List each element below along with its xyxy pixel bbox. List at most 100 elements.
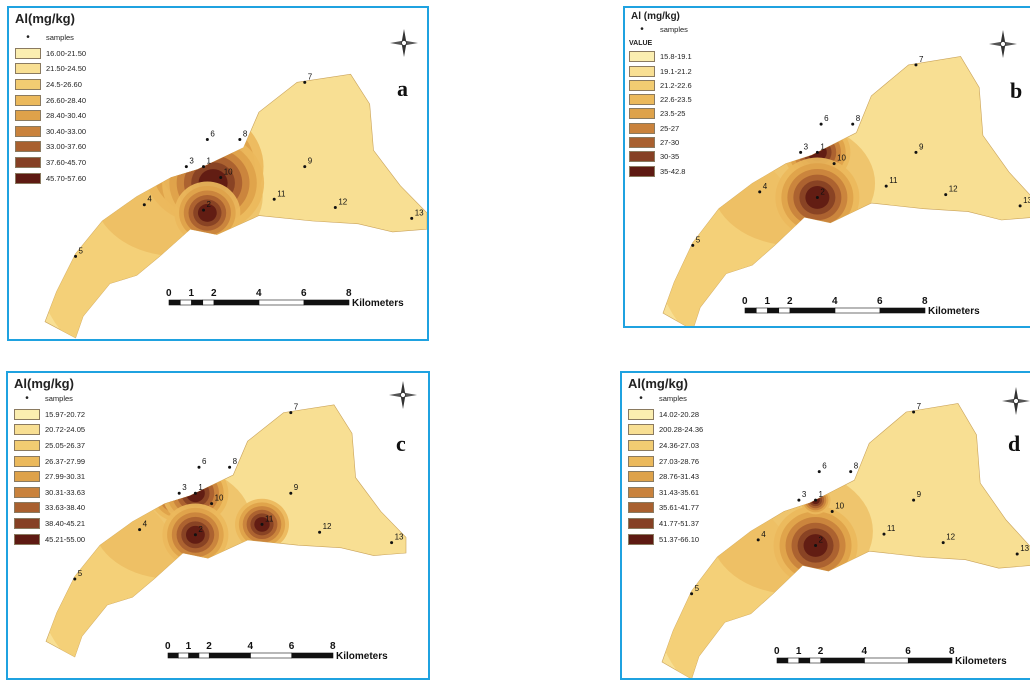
legend-range-label: 35-42.8 bbox=[660, 166, 686, 176]
sample-label: 7 bbox=[919, 55, 924, 64]
sample-label: 9 bbox=[919, 142, 924, 151]
scale-tick-label: 0 bbox=[742, 296, 748, 307]
sample-point bbox=[142, 203, 146, 207]
sample-point bbox=[184, 165, 188, 169]
sample-label: 1 bbox=[198, 483, 203, 492]
sample-point bbox=[912, 410, 916, 414]
legend-swatch bbox=[14, 424, 40, 436]
scale-tick-label: 1 bbox=[765, 296, 771, 307]
legend-swatch bbox=[15, 63, 41, 75]
sample-point bbox=[289, 411, 293, 415]
panel-title: Al(mg/kg) bbox=[628, 376, 688, 391]
sample-label: 10 bbox=[215, 494, 224, 503]
sample-point bbox=[238, 137, 242, 141]
legend-item: 30-35 bbox=[629, 150, 692, 164]
legend-samples: • samples bbox=[15, 30, 86, 46]
legend-range-label: 20.72-24.05 bbox=[45, 425, 86, 435]
sample-label: 5 bbox=[695, 584, 700, 593]
legend-range-label: 16.00-21.50 bbox=[46, 48, 87, 58]
sample-point bbox=[74, 254, 78, 258]
legend-item: 21.50-24.50 bbox=[15, 61, 86, 77]
legend-range-label: 15.8-19.1 bbox=[660, 52, 692, 62]
legend-item: 200.28-24.36 bbox=[628, 422, 703, 438]
sample-point bbox=[691, 243, 695, 247]
sample-point bbox=[138, 528, 142, 532]
legend-range-label: 24.5-26.60 bbox=[46, 80, 82, 90]
scale-tick-label: 8 bbox=[949, 646, 955, 657]
legend-range-label: 45.70-57.60 bbox=[46, 173, 87, 183]
legend-samples-label: samples bbox=[45, 394, 73, 404]
sample-point bbox=[219, 176, 223, 180]
legend-range-label: 14.02-20.28 bbox=[659, 409, 700, 419]
map-panel-c: Al(mg/kg) 1 2 3 4 5 6 7 8 9 10 11 12 13 0 1 2 4 6 8 Kilomet… bbox=[6, 371, 430, 680]
legend-item: 33.00-37.60 bbox=[15, 139, 86, 155]
legend-samples-label: samples bbox=[46, 33, 74, 43]
legend-swatch bbox=[14, 471, 40, 483]
legend-samples-label: samples bbox=[659, 394, 687, 404]
sample-label: 5 bbox=[696, 235, 701, 244]
legend-swatch bbox=[629, 137, 655, 149]
sample-point bbox=[914, 63, 918, 67]
map-panel-d: Al(mg/kg) 1 2 3 4 5 6 7 8 9 10 11 12 13 0 1 2 4 6 8 Kilomet… bbox=[620, 371, 1030, 680]
scale-tick-label: 4 bbox=[256, 288, 262, 299]
sample-dot-icon: • bbox=[639, 392, 643, 404]
sample-point bbox=[73, 577, 77, 581]
sample-label: 8 bbox=[243, 129, 248, 138]
sample-point bbox=[1015, 552, 1019, 556]
panel-label: a bbox=[397, 76, 408, 101]
legend-swatch bbox=[628, 424, 654, 436]
scale-tick-label: 2 bbox=[787, 296, 793, 307]
sample-point bbox=[912, 498, 916, 502]
scale-unit-label: Kilometers bbox=[336, 651, 388, 662]
legend-item: 25-27 bbox=[629, 121, 692, 135]
sample-point bbox=[177, 491, 181, 495]
sample-label: 10 bbox=[224, 168, 233, 177]
sample-point bbox=[814, 498, 818, 502]
legend-swatch bbox=[14, 440, 40, 452]
sample-point bbox=[884, 184, 888, 188]
legend-swatch bbox=[14, 502, 40, 514]
legend-item: 25.05-26.37 bbox=[14, 438, 85, 454]
legend-range-label: 30-35 bbox=[660, 152, 680, 162]
legend-item: 14.02-20.28 bbox=[628, 407, 703, 423]
legend-swatch bbox=[628, 408, 654, 420]
sample-label: 13 bbox=[1020, 544, 1029, 553]
sample-label: 11 bbox=[277, 189, 286, 198]
scale-unit-label: Kilometers bbox=[352, 298, 404, 309]
legend-item: 30.40-33.00 bbox=[15, 124, 86, 140]
sample-point bbox=[832, 162, 836, 166]
sample-point bbox=[260, 522, 264, 526]
scale-tick-label: 0 bbox=[166, 288, 172, 299]
legend-item: 26.60-28.40 bbox=[15, 92, 86, 108]
sample-label: 4 bbox=[147, 195, 152, 204]
scale-tick-label: 8 bbox=[922, 296, 928, 307]
legend-range-label: 22.6-23.5 bbox=[660, 95, 692, 105]
sample-label: 6 bbox=[822, 462, 827, 471]
sample-label: 2 bbox=[207, 200, 212, 209]
scale-tick-label: 6 bbox=[905, 646, 911, 657]
legend-swatch bbox=[629, 51, 655, 63]
scale-tick-label: 0 bbox=[165, 641, 171, 652]
legend-swatch bbox=[629, 108, 655, 120]
sample-label: 2 bbox=[819, 536, 824, 545]
sample-point bbox=[202, 165, 206, 169]
sample-point bbox=[272, 197, 276, 201]
legend-swatch bbox=[15, 125, 41, 137]
legend-range-label: 51.37-66.10 bbox=[659, 534, 700, 544]
legend-item: 22.6-23.5 bbox=[629, 92, 692, 106]
legend-range-label: 23.5-25 bbox=[660, 109, 686, 119]
legend-item: 26.37-27.99 bbox=[14, 453, 85, 469]
sample-label: 6 bbox=[210, 129, 215, 138]
legend-value-header: VALUE bbox=[629, 40, 653, 48]
sample-dot-icon: • bbox=[640, 23, 644, 35]
legend-item: 51.37-66.10 bbox=[628, 531, 703, 547]
legend-swatch bbox=[628, 518, 654, 530]
sample-label: 11 bbox=[889, 176, 898, 185]
legend-range-label: 33.63-38.40 bbox=[45, 503, 86, 513]
legend-item: 45.21-55.00 bbox=[14, 531, 85, 547]
sample-label: 1 bbox=[820, 142, 825, 151]
legend-swatch bbox=[629, 65, 655, 77]
